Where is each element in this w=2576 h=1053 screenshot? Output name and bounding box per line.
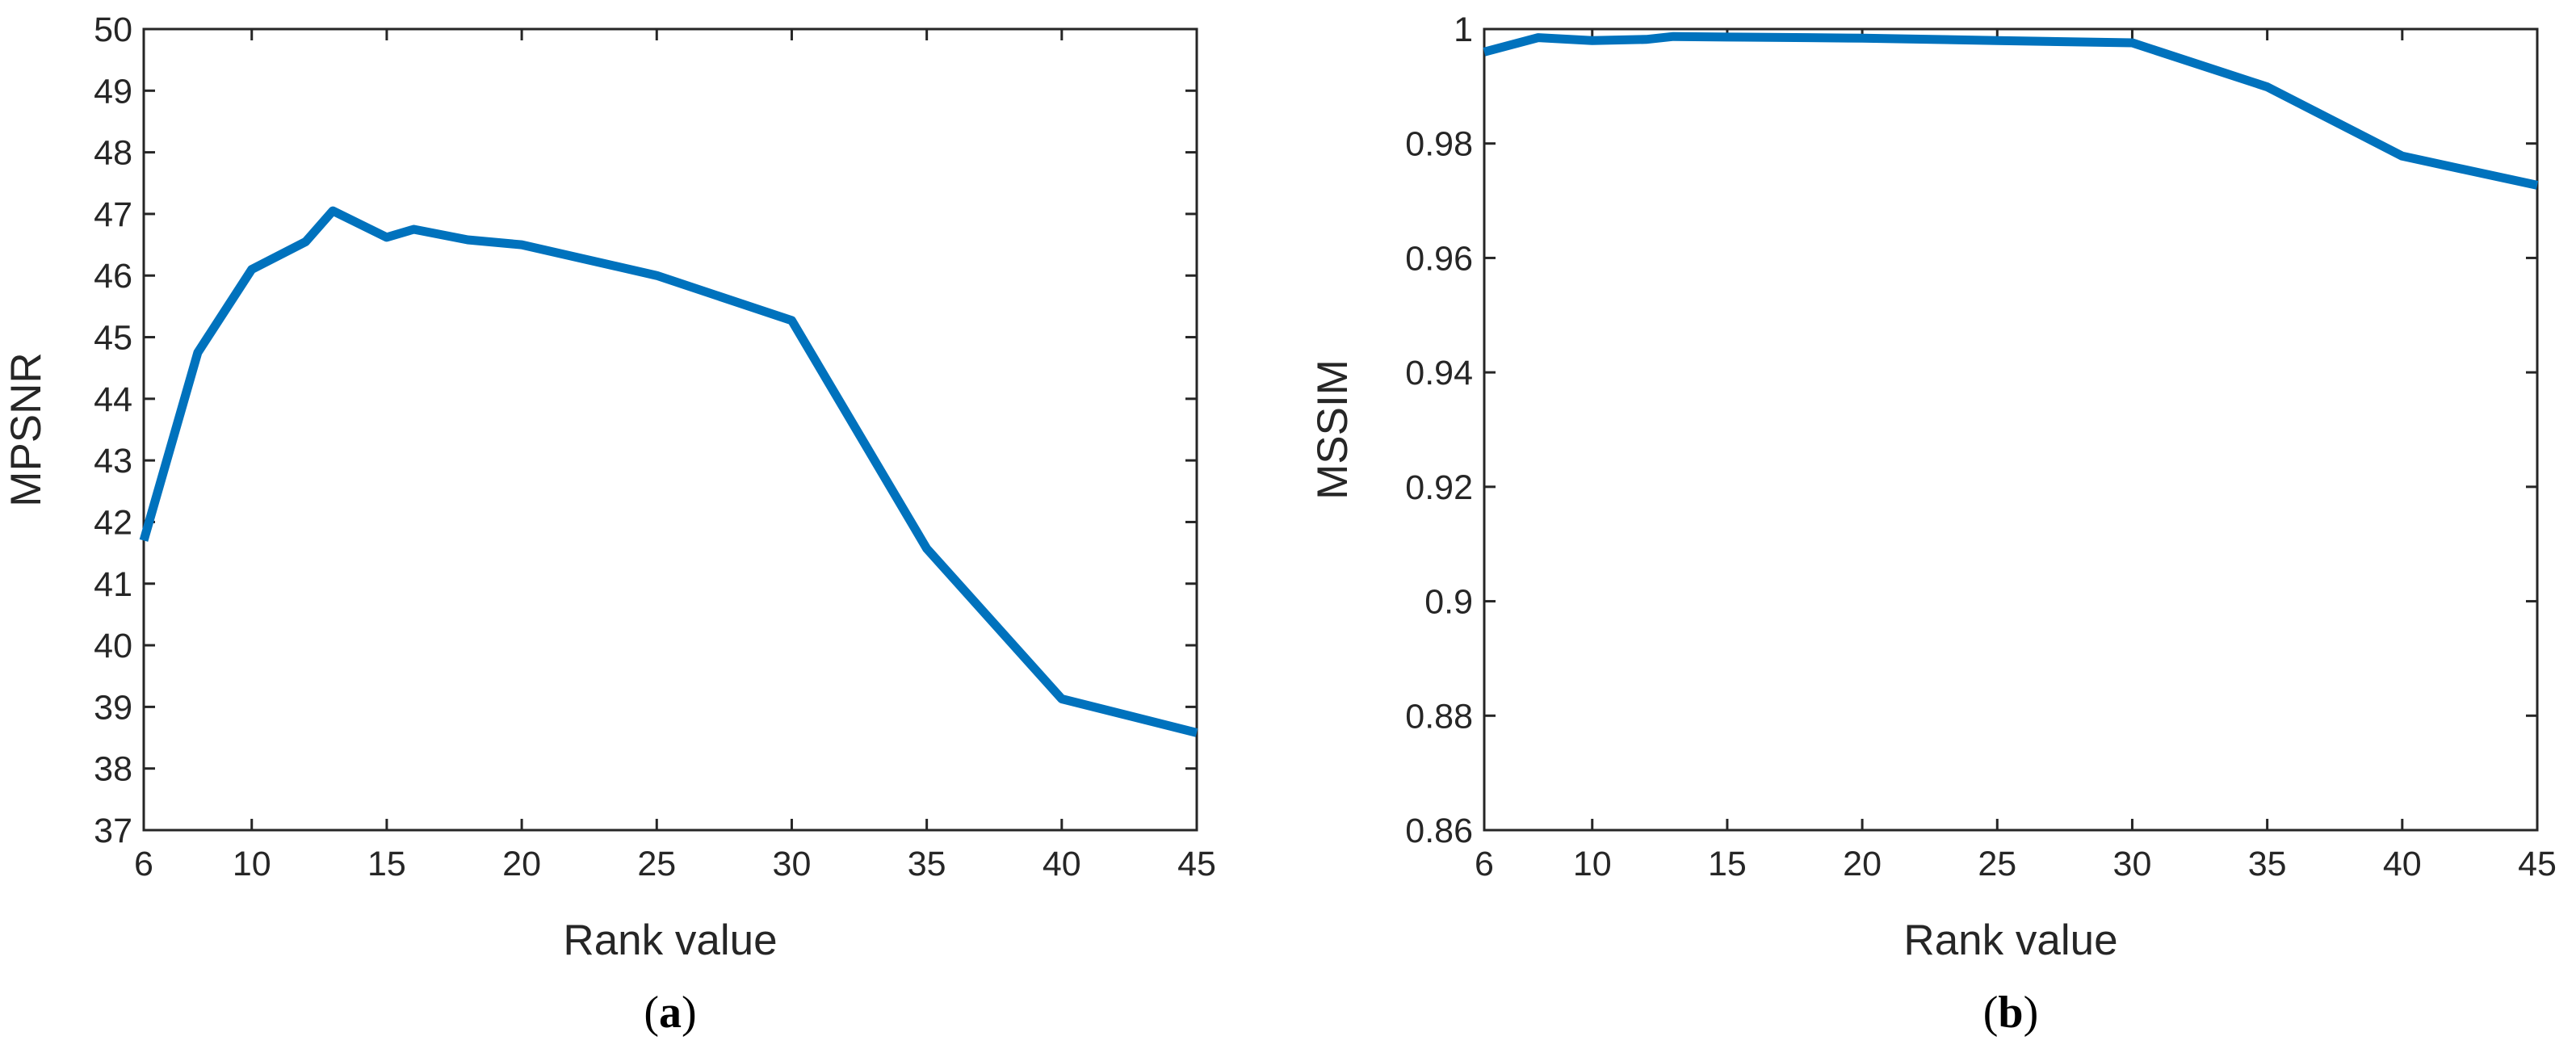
- y-tick-label: 44: [94, 380, 132, 419]
- x-tick-label: 35: [2248, 845, 2287, 883]
- y-tick-label: 38: [94, 750, 132, 789]
- x-tick-label: 20: [502, 845, 541, 883]
- panel-label: (b): [1983, 988, 2038, 1038]
- y-tick-label: 0.96: [1405, 239, 1473, 278]
- y-tick-label: 0.86: [1405, 812, 1473, 850]
- y-tick-label: 39: [94, 688, 132, 727]
- x-tick-label: 20: [1843, 845, 1882, 883]
- y-tick-label: 43: [94, 442, 132, 480]
- y-tick-label: 40: [94, 627, 132, 665]
- x-tick-label: 40: [1043, 845, 1081, 883]
- panel-letter: a: [659, 988, 682, 1038]
- x-tick-label: 35: [908, 845, 946, 883]
- x-tick-label: 25: [1978, 845, 2016, 883]
- y-tick-label: 47: [94, 195, 132, 234]
- y-tick-label: 0.98: [1405, 125, 1473, 164]
- y-tick-label: 46: [94, 257, 132, 296]
- x-tick-label: 10: [1573, 845, 1612, 883]
- plot-box: [1483, 27, 2539, 832]
- y-tick-label: 45: [94, 319, 132, 358]
- x-tick-label: 40: [2383, 845, 2422, 883]
- y-tick-label: 0.9: [1424, 583, 1473, 622]
- series-line: [1483, 31, 2539, 190]
- x-axis-label: Rank value: [1903, 917, 2117, 964]
- panel-label: (a): [644, 988, 696, 1038]
- y-tick-label: 0.92: [1405, 468, 1473, 507]
- y-tick-label: 42: [94, 503, 132, 542]
- y-tick-label: 49: [94, 72, 132, 111]
- x-tick-label: 45: [1177, 845, 1216, 883]
- x-tick-label: 45: [2518, 845, 2557, 883]
- x-axis-label: Rank value: [563, 917, 777, 964]
- y-tick-label: 50: [94, 10, 132, 49]
- y-tick-label: 1: [1454, 10, 1473, 49]
- x-tick-label: 6: [134, 845, 153, 883]
- y-tick-label: 41: [94, 565, 132, 604]
- x-tick-label: 30: [773, 845, 812, 883]
- panel-a: 6 10 15 20 25 30 35 40 45 37 38 39 40 41 42 43 44 45 46 47 4…: [2, 10, 1216, 1038]
- x-tick-label: 30: [2113, 845, 2152, 883]
- y-tick-label: 37: [94, 812, 132, 850]
- y-tick-label: 0.88: [1405, 697, 1473, 736]
- x-tick-label: 6: [1475, 845, 1494, 883]
- x-tick-label: 25: [637, 845, 676, 883]
- y-tick-label: 0.94: [1405, 354, 1473, 392]
- panel-letter: b: [1998, 988, 2023, 1038]
- x-tick-label: 15: [1708, 845, 1747, 883]
- x-tick-label: 15: [367, 845, 406, 883]
- panel-b: 6 10 15 20 25 30 35 40 45 0.86 0.88 0.9 0.92 0.94 0.96…: [1309, 10, 2557, 1038]
- x-tick-label: 10: [233, 845, 271, 883]
- plot-box: [142, 27, 1198, 832]
- y-axis-label: MSSIM: [1309, 359, 1357, 500]
- y-axis-label: MPSNR: [2, 352, 50, 506]
- y-tick-label: 48: [94, 134, 132, 173]
- series-line: [139, 206, 1198, 737]
